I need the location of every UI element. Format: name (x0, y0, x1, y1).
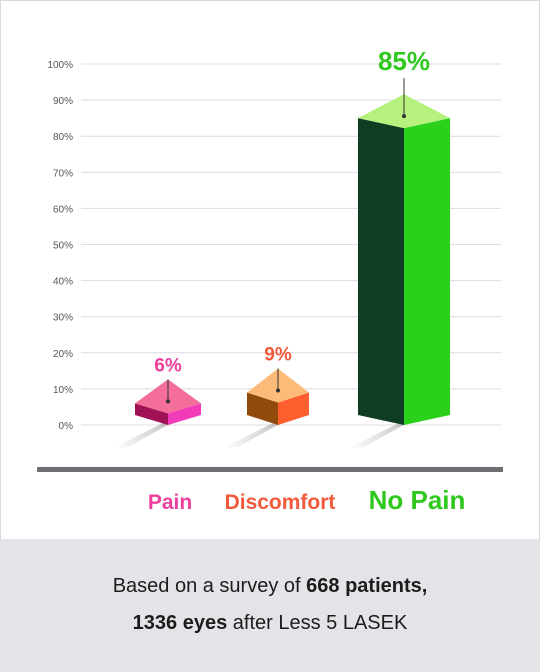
discomfort-pointer-dot (276, 388, 280, 393)
survey-text-suffix: after Less 5 LASEK (227, 612, 408, 634)
y-tick-label: 40% (53, 277, 73, 288)
y-tick-label: 50% (53, 241, 73, 252)
pain-category-label: Pain (148, 491, 192, 514)
no-pain-value-label: 85% (378, 46, 430, 76)
y-tick-label: 80% (53, 132, 73, 143)
y-tick-label: 0% (59, 421, 74, 432)
no-pain-category-label: No Pain (369, 485, 466, 515)
y-tick-label: 100% (47, 60, 73, 71)
discomfort-bar-shadow (223, 422, 283, 448)
no-pain-pointer-dot (402, 114, 406, 119)
bar-chart: 0% 10% 20% 30% 40% 50% 60% 70% 80% 90% 100% 6% Pain 9… (37, 46, 503, 515)
y-tick-label: 10% (53, 385, 73, 396)
pain-value-label: 6% (154, 355, 182, 376)
patient-count: 668 patients, (306, 575, 428, 597)
discomfort-bar-side (278, 392, 309, 425)
y-tick-label: 90% (53, 96, 73, 107)
pain-pointer-dot (166, 399, 170, 404)
pain-bar-front (135, 403, 168, 425)
pain-bar-shadow (113, 422, 173, 448)
discomfort-value-label: 9% (264, 345, 292, 366)
y-tick-label: 30% (53, 313, 73, 324)
no-pain-bar-side (404, 118, 450, 426)
discomfort-category-label: Discomfort (225, 491, 336, 514)
discomfort-bar-front (247, 392, 278, 425)
baseline (37, 467, 503, 472)
no-pain-bar-shadow (349, 422, 409, 448)
pain-bar-side (168, 403, 201, 425)
y-tick-label: 20% (53, 349, 73, 360)
y-tick-label: 60% (53, 204, 73, 215)
survey-line-1: Based on a survey of 668 patients, (0, 575, 540, 598)
y-tick-label: 70% (53, 168, 73, 179)
no-pain-bar-front (358, 118, 404, 426)
chart-panel: 0% 10% 20% 30% 40% 50% 60% 70% 80% 90% 100% 6% Pain 9… (0, 0, 540, 539)
survey-line-2: 1336 eyes after Less 5 LASEK (0, 612, 540, 635)
survey-text-prefix: Based on a survey of (112, 575, 307, 597)
eye-count: 1336 eyes (132, 612, 228, 634)
survey-footer: Based on a survey of 668 patients, 1336 … (0, 539, 540, 672)
